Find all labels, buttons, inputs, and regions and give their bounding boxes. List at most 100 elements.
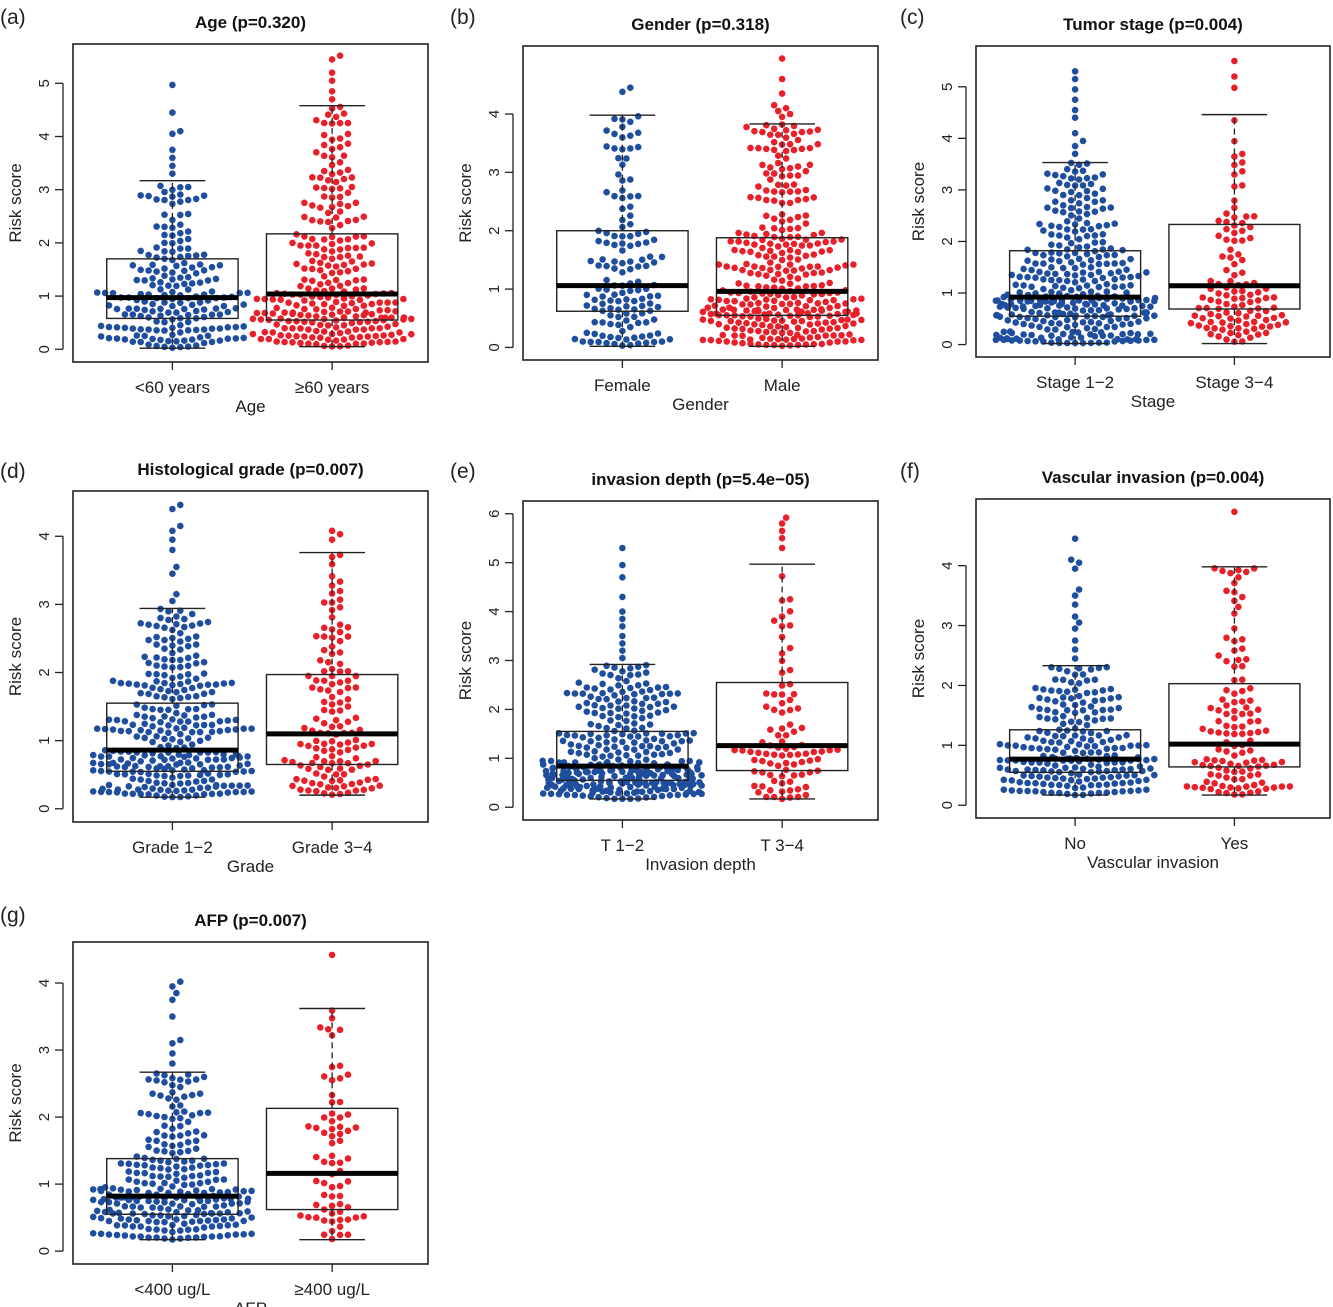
data-point	[221, 783, 228, 790]
data-point	[1060, 721, 1067, 728]
data-point	[149, 1157, 156, 1164]
data-point	[1271, 304, 1278, 311]
data-point	[1048, 332, 1055, 339]
data-point	[763, 751, 770, 758]
data-point	[181, 268, 188, 275]
data-point	[1223, 730, 1230, 737]
panel-letter: (c)	[900, 6, 925, 29]
data-point	[607, 334, 614, 341]
data-point	[181, 616, 188, 623]
data-point	[779, 545, 786, 552]
data-point	[635, 130, 642, 137]
data-point	[145, 729, 152, 736]
y-tick-label: 0	[939, 340, 956, 348]
data-point	[1151, 756, 1158, 763]
data-point	[1084, 188, 1091, 195]
data-point	[787, 697, 794, 704]
data-point	[110, 760, 117, 767]
data-point	[1135, 787, 1142, 794]
data-point	[1239, 645, 1246, 652]
data-point	[1032, 685, 1039, 692]
data-point	[838, 317, 845, 324]
data-point	[153, 1070, 160, 1077]
data-point	[329, 536, 336, 543]
data-point	[647, 704, 654, 711]
data-point	[611, 664, 618, 671]
data-point	[779, 725, 786, 732]
data-point	[189, 336, 196, 343]
data-point	[169, 547, 176, 554]
data-point	[353, 744, 360, 751]
data-point	[161, 1141, 168, 1148]
data-point	[1092, 676, 1099, 683]
data-point	[619, 640, 626, 647]
data-point	[169, 1050, 176, 1057]
data-point	[181, 337, 188, 344]
data-point	[635, 320, 642, 327]
data-point	[1255, 718, 1262, 725]
data-point	[611, 692, 618, 699]
data-point	[313, 677, 320, 684]
data-point	[305, 673, 312, 680]
data-point	[313, 754, 320, 761]
data-point	[122, 718, 129, 725]
data-point	[126, 783, 133, 790]
data-point	[1111, 300, 1118, 307]
data-point	[165, 707, 172, 714]
data-point	[747, 327, 754, 334]
data-point	[819, 326, 826, 333]
data-point	[698, 772, 705, 779]
data-point	[751, 321, 758, 328]
data-point	[1123, 266, 1130, 273]
data-point	[651, 339, 658, 346]
data-point	[1235, 657, 1242, 664]
data-point	[353, 266, 360, 273]
data-point	[1255, 289, 1262, 296]
data-point	[1104, 324, 1111, 331]
data-point	[611, 233, 618, 240]
data-point	[225, 335, 232, 342]
data-point	[384, 299, 391, 306]
data-point	[122, 1203, 129, 1210]
data-point	[345, 739, 352, 746]
data-point	[1016, 274, 1023, 281]
data-point	[1108, 737, 1115, 744]
data-point	[118, 756, 125, 763]
data-point	[787, 707, 794, 714]
data-point	[244, 753, 251, 760]
data-point	[599, 681, 606, 688]
data-point	[731, 339, 738, 346]
data-point	[1108, 715, 1115, 722]
data-point	[325, 280, 332, 287]
data-point	[787, 752, 794, 759]
data-point	[1251, 325, 1258, 332]
data-point	[173, 725, 180, 732]
data-point	[619, 616, 626, 623]
data-point	[106, 335, 113, 342]
data-point	[240, 1188, 247, 1195]
data-point	[90, 767, 97, 774]
data-point	[603, 663, 610, 670]
data-point	[1020, 772, 1027, 779]
y-axis-title: Risk score	[6, 163, 25, 242]
data-point	[1064, 791, 1071, 798]
data-point	[659, 738, 666, 745]
data-point	[313, 251, 320, 258]
data-point	[1064, 246, 1071, 253]
data-point	[1231, 230, 1238, 237]
data-point	[118, 728, 125, 735]
data-point	[153, 693, 160, 700]
data-point	[787, 667, 794, 674]
data-point	[353, 1124, 360, 1131]
data-point	[1127, 330, 1134, 337]
data-point	[313, 1154, 320, 1161]
data-point	[1060, 694, 1067, 701]
data-point	[217, 790, 224, 797]
data-point	[297, 283, 304, 290]
data-point	[114, 1232, 121, 1239]
data-point	[189, 1112, 196, 1119]
data-point	[1104, 768, 1111, 775]
data-point	[584, 292, 591, 299]
data-point	[1215, 333, 1222, 340]
data-point	[1239, 776, 1246, 783]
